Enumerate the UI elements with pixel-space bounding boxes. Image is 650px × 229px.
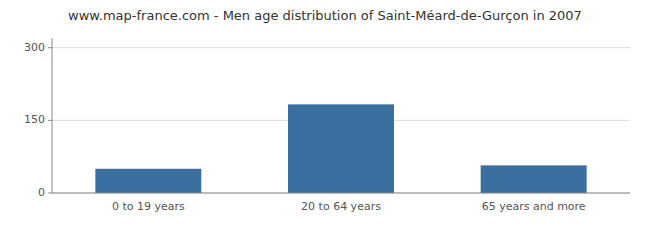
grid-line <box>52 193 630 194</box>
x-axis-line <box>52 193 630 194</box>
chart-container: www.map-france.com - Men age distributio… <box>0 0 650 229</box>
y-tick <box>48 47 52 48</box>
bar <box>481 165 587 193</box>
y-tick-label: 150 <box>24 113 45 126</box>
bar <box>288 104 394 193</box>
grid-line <box>52 47 630 48</box>
y-axis-line <box>52 38 53 193</box>
x-tick-label: 0 to 19 years <box>112 200 185 213</box>
grid <box>52 48 630 193</box>
chart-svg: www.map-france.com - Men age distributio… <box>0 0 650 229</box>
x-tick-label: 65 years and more <box>482 200 586 213</box>
bar <box>95 169 201 193</box>
y-tick-label: 300 <box>24 41 45 54</box>
page: {"chart_data": {"type": "bar", "title": … <box>0 0 650 229</box>
y-tick <box>48 193 52 194</box>
x-tick-label: 20 to 64 years <box>301 200 381 213</box>
x-axis: 0 to 19 years 20 to 64 years 65 years and … <box>52 193 630 213</box>
y-tick-label: 0 <box>38 186 45 199</box>
y-tick <box>48 120 52 121</box>
chart-title: www.map-france.com - Men age distributio… <box>68 8 582 23</box>
bars <box>95 104 586 193</box>
y-axis: 0 150 300 <box>24 38 52 199</box>
